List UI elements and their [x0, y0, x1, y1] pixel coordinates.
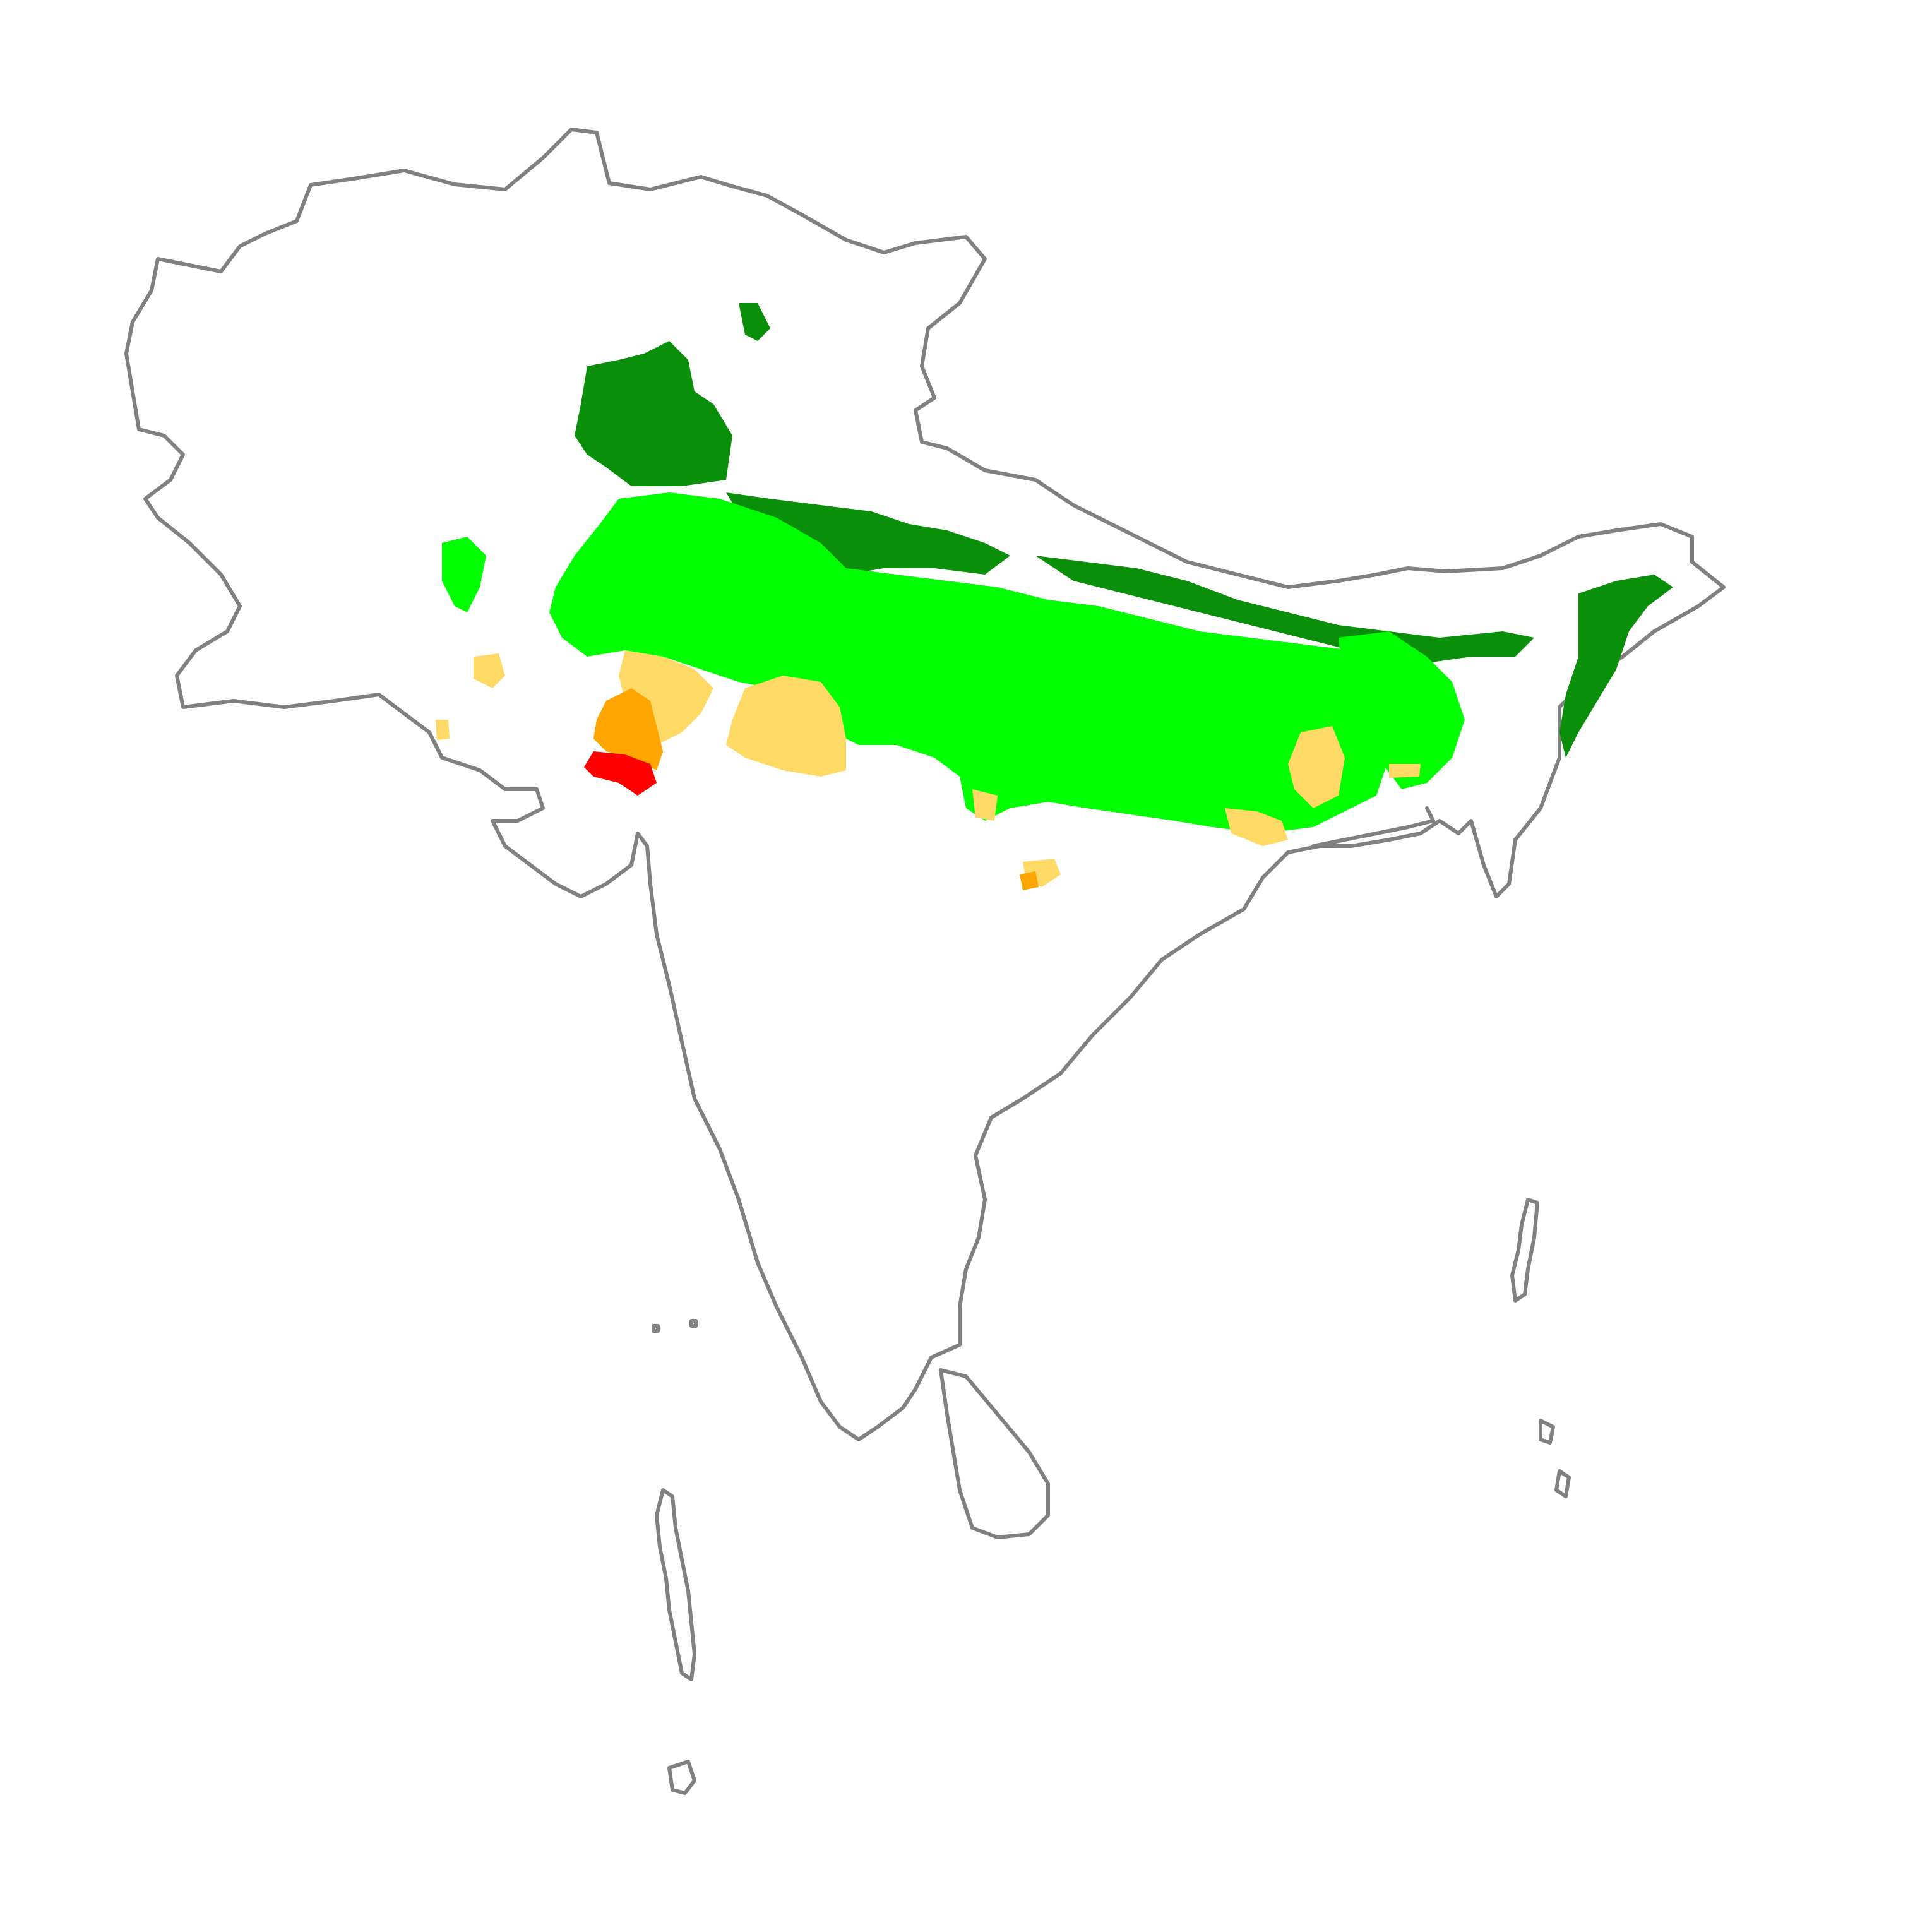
red-zone-indus-delta [584, 751, 657, 796]
light-yellow-zone-bengal [1225, 808, 1288, 846]
sri-lanka-outline [939, 1368, 1050, 1539]
light-yellow-zone-central [972, 789, 998, 821]
light-yellow-zone-coast-west [436, 720, 450, 740]
dark-green-zone-northeast [1559, 575, 1673, 758]
orange-zone-sindh [593, 688, 663, 770]
light-yellow-zone-east-strip [1389, 764, 1421, 778]
red-areas [584, 751, 657, 796]
lakshadweep-outline [652, 1319, 698, 1333]
dark-green-zone-northwest [575, 341, 732, 486]
dark-green-zone-himalaya-band [726, 492, 1010, 575]
light-yellow-zone-thar [726, 676, 846, 777]
region-outline-group [124, 128, 1726, 1795]
andaman-islands-outline [1510, 1198, 1539, 1303]
bright-green-zone-west [442, 537, 486, 612]
dark-green-zone-kashmir [739, 303, 770, 341]
orange-zone-odisha [1020, 871, 1039, 890]
bengal-delta-coast [1311, 806, 1435, 848]
orange-areas [593, 688, 1039, 890]
bright-green-zone-plains [549, 492, 1414, 833]
bright-green-zone-northeast-valley [1339, 631, 1465, 789]
dark-green-areas [575, 303, 1673, 758]
nicobar-islands-outline [1539, 1419, 1571, 1498]
light-yellow-zone-balochistan [474, 653, 505, 688]
light-yellow-zone-bihar [1288, 726, 1345, 808]
maldives-outline [655, 1488, 696, 1795]
dark-green-zone-nepal-east [1035, 556, 1534, 663]
bright-green-areas [442, 492, 1465, 833]
mainland-outline [124, 128, 1726, 1441]
